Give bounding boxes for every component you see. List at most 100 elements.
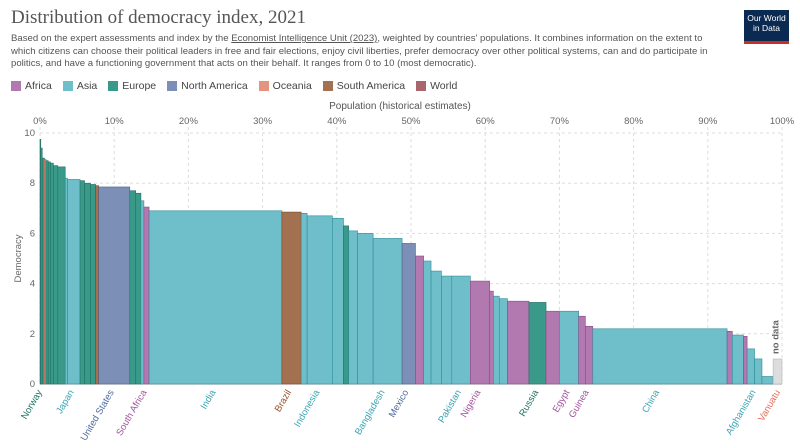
x-tick-label: 40% bbox=[327, 116, 347, 127]
legend-item-europe[interactable]: Europe bbox=[108, 80, 156, 92]
y-tick-label: 4 bbox=[30, 279, 35, 290]
legend-label: Africa bbox=[25, 80, 52, 92]
bar bbox=[79, 180, 85, 385]
legend-swatch bbox=[416, 81, 427, 91]
x-axis-title: Population (historical estimates) bbox=[329, 101, 471, 112]
bar bbox=[143, 206, 150, 385]
logo-bar bbox=[744, 41, 789, 44]
no-data-bar bbox=[772, 358, 783, 385]
y-tick-label: 0 bbox=[30, 379, 35, 390]
bar bbox=[585, 325, 594, 385]
country-label-nigeria[interactable]: Nigeria bbox=[459, 387, 484, 419]
country-label-china[interactable]: China bbox=[640, 387, 662, 415]
legend-item-south-america[interactable]: South America bbox=[322, 80, 405, 92]
x-tick-label: 100% bbox=[770, 116, 795, 127]
bar bbox=[41, 157, 45, 385]
bar bbox=[67, 179, 81, 385]
x-tick-label: 30% bbox=[253, 116, 273, 127]
legend-swatch bbox=[108, 81, 119, 91]
legend-item-world[interactable]: World bbox=[416, 80, 457, 92]
legend-item-north-america[interactable]: North America bbox=[167, 80, 248, 92]
bar bbox=[592, 328, 728, 385]
country-label-south-africa[interactable]: South Africa bbox=[114, 387, 149, 437]
bar bbox=[545, 310, 560, 385]
source-link[interactable]: Economist Intelligence Unit (2023) bbox=[231, 33, 378, 44]
x-tick-label: 80% bbox=[624, 116, 644, 127]
bar bbox=[332, 218, 344, 385]
bar bbox=[64, 177, 68, 385]
legend-swatch bbox=[11, 81, 21, 91]
bar bbox=[489, 290, 494, 385]
chart-legend: Africa Asia Europe North America Oceania Sout… bbox=[11, 80, 457, 92]
country-label-united-states[interactable]: United States bbox=[79, 388, 117, 443]
bar bbox=[45, 160, 49, 385]
legend-label: North America bbox=[181, 80, 248, 92]
country-label-brazil[interactable]: Brazil bbox=[273, 388, 294, 414]
subtitle-text-1: Based on the expert assessments and inde… bbox=[11, 33, 232, 44]
bar bbox=[306, 215, 333, 385]
bar bbox=[754, 358, 763, 385]
legend-label: Asia bbox=[76, 80, 98, 92]
x-tick-label: 20% bbox=[179, 116, 199, 127]
legend-item-oceania[interactable]: Oceania bbox=[258, 80, 312, 92]
country-label-vanuatu[interactable]: Vanuatu bbox=[756, 388, 783, 424]
country-label-afghanistan[interactable]: Afghanistan bbox=[724, 388, 759, 437]
bar bbox=[743, 336, 748, 385]
x-tick-label: 70% bbox=[550, 116, 570, 127]
country-label-russia[interactable]: Russia bbox=[517, 387, 541, 418]
country-label-pakistan[interactable]: Pakistan bbox=[436, 388, 464, 425]
y-tick-label: 10 bbox=[24, 128, 35, 139]
bar bbox=[148, 210, 283, 385]
bar bbox=[343, 225, 349, 385]
bar bbox=[559, 310, 579, 385]
bar bbox=[493, 295, 500, 385]
bar bbox=[372, 238, 403, 385]
country-label-japan[interactable]: Japan bbox=[54, 388, 76, 416]
bar bbox=[300, 213, 308, 385]
x-tick-label: 10% bbox=[105, 116, 125, 127]
bar bbox=[348, 230, 358, 385]
bar bbox=[746, 348, 755, 385]
bar bbox=[470, 280, 490, 385]
legend-swatch bbox=[322, 81, 333, 91]
bar bbox=[357, 233, 374, 385]
legend-swatch bbox=[167, 81, 178, 91]
logo-line-2: in Data bbox=[753, 23, 780, 33]
bar bbox=[53, 165, 59, 385]
subtitle-text-2: , weighted by countries' populations. It… bbox=[11, 33, 708, 69]
country-label-mexico[interactable]: Mexico bbox=[387, 388, 412, 420]
bar bbox=[726, 330, 733, 385]
owid-logo[interactable]: Our World in Data bbox=[744, 10, 789, 44]
country-label-norway[interactable]: Norway bbox=[19, 388, 45, 422]
bar bbox=[498, 298, 508, 385]
legend-item-africa[interactable]: Africa bbox=[11, 80, 52, 92]
bar bbox=[578, 315, 586, 385]
y-axis-title: Democracy bbox=[13, 234, 24, 282]
bar bbox=[731, 334, 744, 385]
legend-item-asia[interactable]: Asia bbox=[62, 80, 98, 92]
legend-label: World bbox=[430, 80, 458, 92]
legend-label: Oceania bbox=[272, 80, 312, 92]
no-data-label: no data bbox=[770, 320, 781, 354]
x-tick-label: 0% bbox=[33, 116, 47, 127]
bar bbox=[50, 162, 54, 385]
bar bbox=[281, 211, 302, 385]
bar bbox=[423, 260, 432, 385]
x-tick-label: 90% bbox=[698, 116, 718, 127]
bar bbox=[84, 182, 91, 385]
bar bbox=[90, 184, 96, 385]
chart-subtitle: Based on the expert assessments and inde… bbox=[11, 33, 721, 71]
bar bbox=[140, 200, 145, 385]
bar bbox=[47, 161, 51, 385]
bar bbox=[95, 185, 99, 385]
bar bbox=[528, 302, 547, 385]
country-label-indonesia[interactable]: Indonesia bbox=[292, 387, 322, 429]
country-label-guinea[interactable]: Guinea bbox=[567, 387, 592, 420]
country-label-india[interactable]: India bbox=[199, 387, 219, 411]
y-tick-label: 6 bbox=[30, 228, 35, 239]
x-tick-label: 60% bbox=[476, 116, 496, 127]
legend-swatch bbox=[62, 81, 73, 91]
country-label-bangladesh[interactable]: Bangladesh bbox=[353, 388, 388, 437]
x-tick-label: 50% bbox=[401, 116, 421, 127]
